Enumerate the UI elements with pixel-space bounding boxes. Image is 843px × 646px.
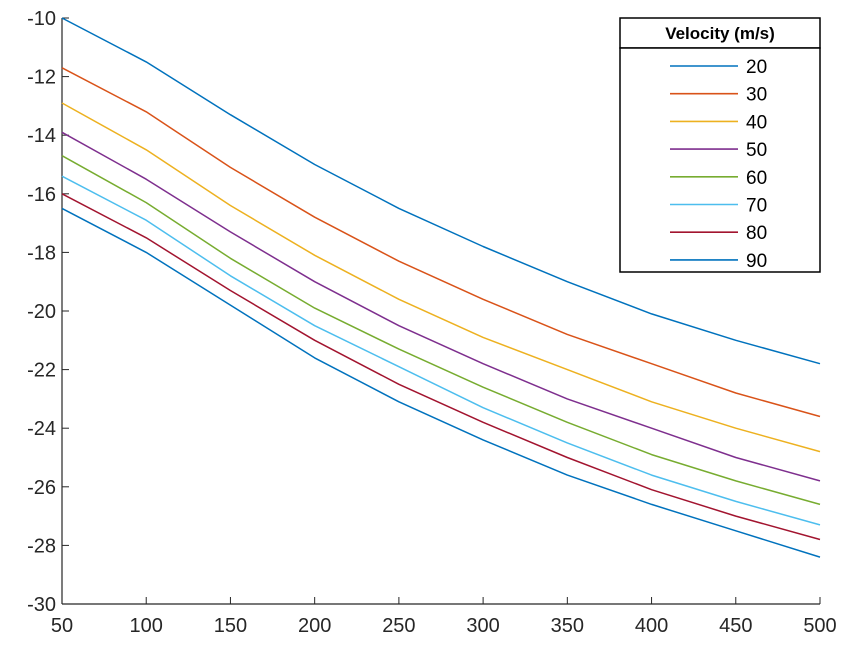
series-line-70 <box>61 175 821 526</box>
y-tick-label: -16 <box>27 184 56 206</box>
x-tick-label: 350 <box>551 615 584 637</box>
y-tick-label: -24 <box>27 418 56 440</box>
series-line-90 <box>61 207 821 558</box>
x-tick-label: 200 <box>298 615 331 637</box>
x-tick-label: 250 <box>382 615 415 637</box>
y-tick-label: -14 <box>27 125 56 147</box>
legend-label-20: 20 <box>746 57 767 78</box>
x-tick-label: 300 <box>466 615 499 637</box>
x-tick-label: 150 <box>214 615 247 637</box>
y-tick-label: -28 <box>27 535 56 557</box>
series-line-60 <box>61 155 821 506</box>
series-line-50 <box>61 131 821 482</box>
legend-box <box>619 47 821 273</box>
legend-label-70: 70 <box>746 196 767 217</box>
x-tick-label: 400 <box>635 615 668 637</box>
x-tick-label: 450 <box>719 615 752 637</box>
legend-label-60: 60 <box>746 168 767 189</box>
y-tick-label: -10 <box>27 8 56 30</box>
y-tick-label: -20 <box>27 301 56 323</box>
x-tick-label: 50 <box>51 615 73 637</box>
legend-label-50: 50 <box>746 140 767 161</box>
y-tick-label: -30 <box>27 594 56 616</box>
series-line-20 <box>61 17 821 365</box>
legend-label-40: 40 <box>746 112 767 133</box>
legend-title-box <box>619 17 821 49</box>
series-line-40 <box>61 102 821 453</box>
x-tick-label: 100 <box>130 615 163 637</box>
legend-label-90: 90 <box>746 251 767 272</box>
legend-label-80: 80 <box>746 223 767 244</box>
series-line-80 <box>61 193 821 541</box>
legend-title: Velocity (m/s) <box>665 24 775 43</box>
series-line-30 <box>61 67 821 418</box>
legend-label-30: 30 <box>746 85 767 106</box>
x-tick-label: 500 <box>803 615 836 637</box>
y-tick-label: -12 <box>27 67 56 89</box>
y-tick-label: -18 <box>27 242 56 264</box>
y-tick-label: -26 <box>27 477 56 499</box>
y-tick-label: -22 <box>27 360 56 382</box>
